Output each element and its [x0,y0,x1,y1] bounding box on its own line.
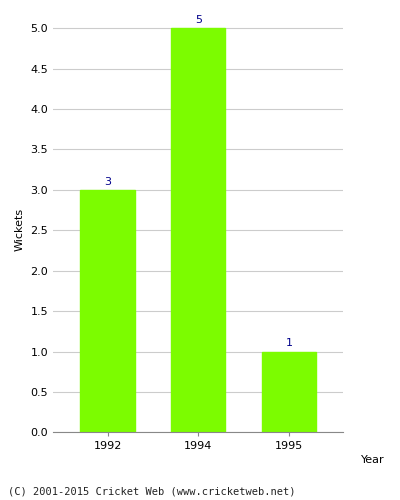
Text: (C) 2001-2015 Cricket Web (www.cricketweb.net): (C) 2001-2015 Cricket Web (www.cricketwe… [8,487,296,497]
Text: 3: 3 [104,176,111,186]
Text: Year: Year [361,455,385,465]
Text: 1: 1 [286,338,292,348]
Bar [262,352,316,432]
Bar [171,28,226,432]
Bar [80,190,135,432]
Text: 5: 5 [195,15,202,25]
Y-axis label: Wickets: Wickets [15,208,25,251]
